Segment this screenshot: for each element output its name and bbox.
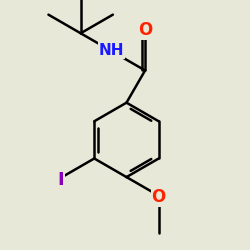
Text: O: O	[152, 188, 166, 206]
Text: NH: NH	[99, 43, 124, 58]
Text: I: I	[57, 171, 64, 189]
Text: O: O	[138, 21, 152, 39]
